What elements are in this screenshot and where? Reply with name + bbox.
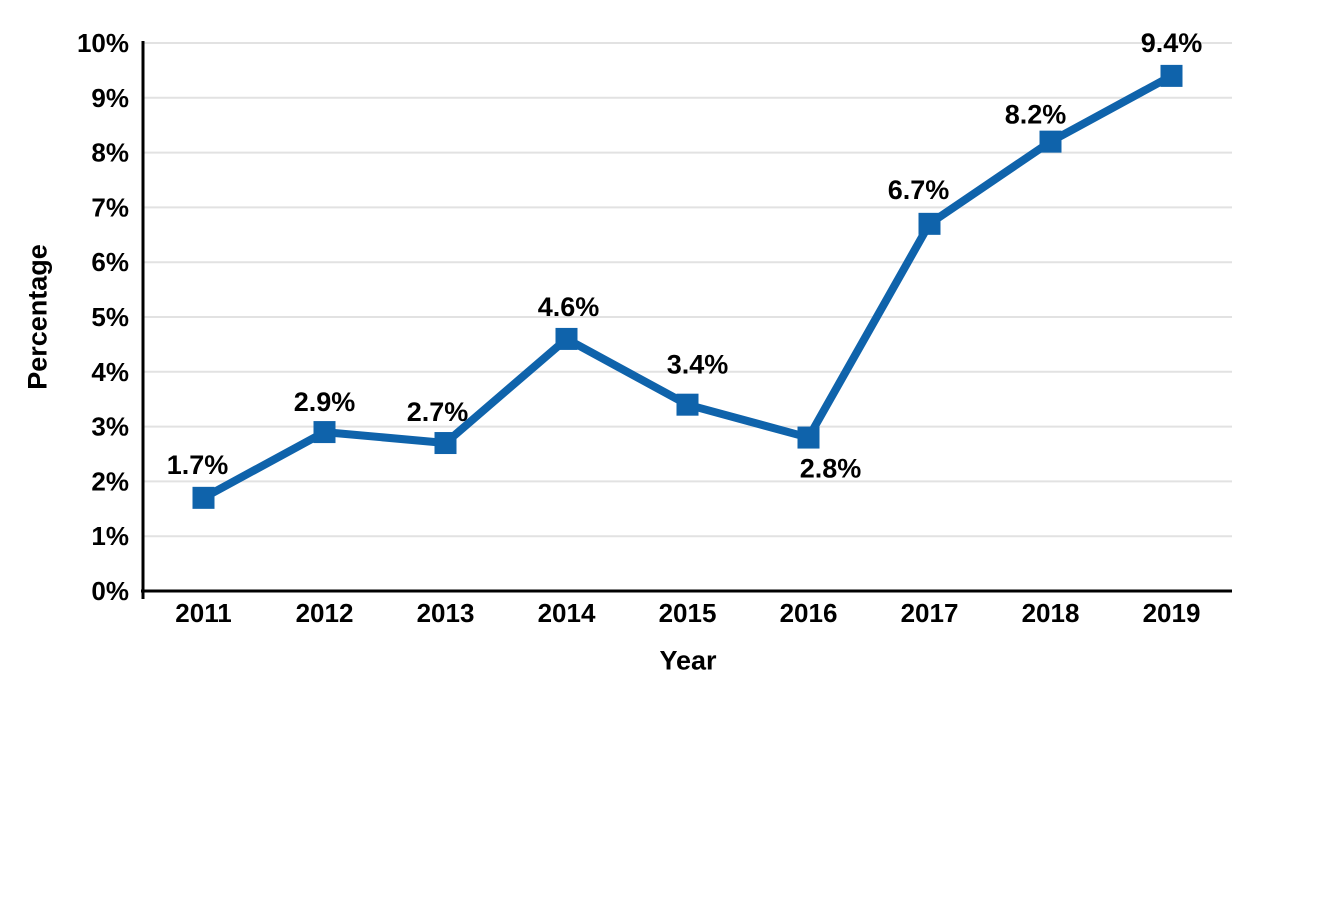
x-axis-title: Year xyxy=(659,645,717,676)
y-axis-title: Percentage xyxy=(22,244,53,390)
x-tick-label-2011: 2011 xyxy=(175,598,231,628)
data-point-marker-2013 xyxy=(434,432,457,455)
y-tick-label-4%: 4% xyxy=(91,357,129,387)
x-tick-label-2014: 2014 xyxy=(538,598,596,628)
data-point-marker-2017 xyxy=(918,212,941,235)
data-point-marker-2018 xyxy=(1039,130,1062,153)
data-point-marker-2011 xyxy=(192,486,215,509)
x-tick-label-2013: 2013 xyxy=(417,598,475,628)
data-label-2012: 2.9% xyxy=(294,387,356,417)
x-tick-label-2016: 2016 xyxy=(780,598,838,628)
data-label-2014: 4.6% xyxy=(538,292,600,322)
y-tick-label-5%: 5% xyxy=(91,302,129,332)
y-tick-label-7%: 7% xyxy=(91,192,129,222)
x-tick-label-2015: 2015 xyxy=(659,598,717,628)
data-label-2015: 3.4% xyxy=(667,350,729,380)
y-tick-label-3%: 3% xyxy=(91,412,129,442)
data-point-marker-2015 xyxy=(676,393,699,416)
y-tick-label-0%: 0% xyxy=(91,576,129,606)
x-tick-label-2012: 2012 xyxy=(296,598,354,628)
data-label-2013: 2.7% xyxy=(407,397,469,427)
data-label-2016: 2.8% xyxy=(800,454,862,484)
y-tick-label-2%: 2% xyxy=(91,466,129,496)
x-tick-label-2019: 2019 xyxy=(1143,598,1201,628)
y-tick-label-8%: 8% xyxy=(91,138,129,168)
data-label-2019: 9.4% xyxy=(1141,28,1203,58)
data-point-marker-2016 xyxy=(797,426,820,449)
y-tick-label-10%: 10% xyxy=(77,28,129,58)
data-point-marker-2012 xyxy=(313,421,336,444)
data-label-2011: 1.7% xyxy=(167,450,229,480)
y-tick-label-1%: 1% xyxy=(91,521,129,551)
x-tick-label-2017: 2017 xyxy=(901,598,959,628)
data-label-2018: 8.2% xyxy=(1005,100,1067,130)
x-tick-label-2018: 2018 xyxy=(1022,598,1080,628)
data-label-2017: 6.7% xyxy=(888,175,950,205)
data-point-marker-2019 xyxy=(1160,64,1183,87)
data-series-line xyxy=(199,71,1176,502)
y-tick-label-9%: 9% xyxy=(91,83,129,113)
data-point-marker-2014 xyxy=(555,327,578,350)
y-tick-label-6%: 6% xyxy=(91,247,129,277)
